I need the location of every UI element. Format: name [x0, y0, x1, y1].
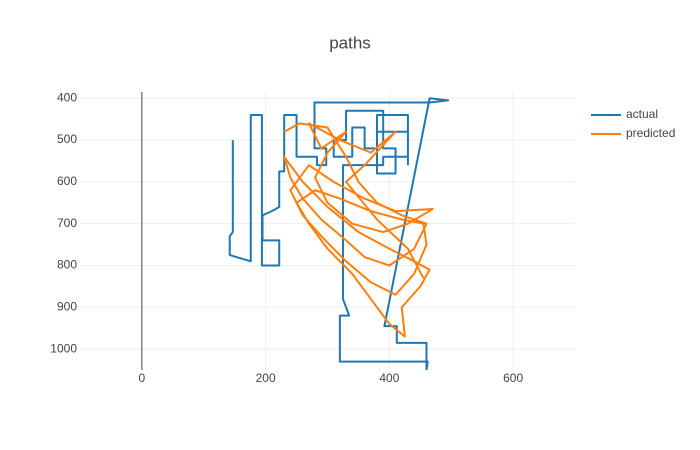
axis-labels: 400 500 600 700 800 900 1000 0 200 400 600	[50, 90, 523, 385]
x-tick-label: 600	[503, 371, 523, 385]
plot-area	[228, 97, 450, 370]
legend-label: actual	[626, 107, 658, 121]
y-tick-label: 700	[57, 216, 77, 230]
x-tick-label: 200	[256, 371, 276, 385]
y-tick-label: 900	[57, 299, 77, 313]
y-tick-label: 500	[57, 132, 77, 146]
legend: actual predicted	[591, 107, 675, 140]
x-tick-label: 0	[139, 371, 146, 385]
legend-label: predicted	[626, 126, 675, 140]
y-tick-label: 800	[57, 258, 77, 272]
chart-title: paths	[329, 33, 371, 52]
y-tick-label: 600	[57, 174, 77, 188]
series-line	[283, 122, 434, 338]
y-tick-label: 1000	[50, 341, 77, 355]
x-tick-label: 400	[379, 371, 399, 385]
y-tick-label: 400	[57, 90, 77, 104]
